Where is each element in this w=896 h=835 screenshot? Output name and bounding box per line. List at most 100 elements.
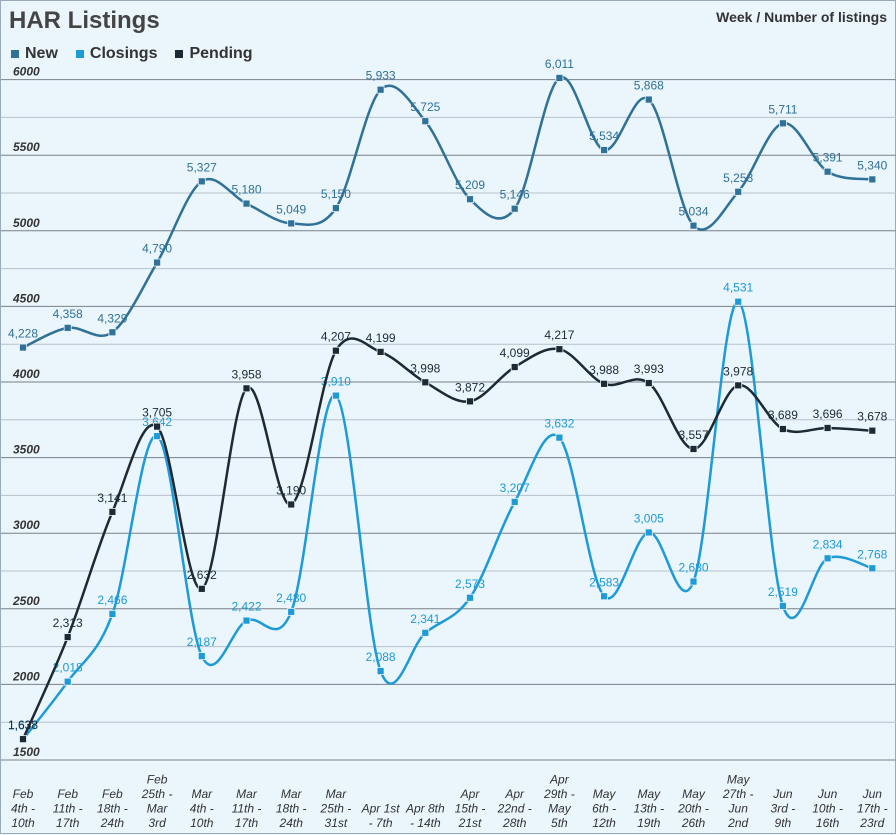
x-tick-label: 25th - — [141, 787, 173, 801]
data-point-pending — [376, 348, 385, 356]
data-label-closings: 2,519 — [768, 585, 798, 599]
data-label-new: 5,933 — [366, 69, 396, 83]
data-point-pending — [868, 426, 877, 435]
x-tick-label: Jun — [728, 802, 749, 816]
data-label-closings: 3,910 — [321, 375, 351, 389]
x-tick-label: May — [593, 787, 617, 801]
x-tick-label: Feb — [102, 787, 123, 801]
data-point-new — [600, 146, 608, 154]
y-tick-label: 5000 — [13, 216, 40, 230]
data-point-new — [287, 219, 296, 228]
x-tick-label: 22nd - — [497, 802, 532, 816]
x-tick-label: Mar — [236, 787, 258, 801]
y-tick-label: 5500 — [13, 140, 40, 154]
data-point-new — [466, 195, 474, 204]
data-label-pending: 3,872 — [455, 380, 485, 394]
data-point-new — [242, 199, 251, 208]
x-tick-label: 17th - — [857, 802, 888, 816]
data-label-new: 5,034 — [678, 205, 708, 219]
x-tick-label: 18th - — [276, 802, 307, 816]
data-label-pending: 3,988 — [589, 363, 619, 377]
legend-item-closings[interactable]: Closings — [75, 45, 158, 63]
data-point-pending — [242, 384, 251, 393]
x-tick-label: May — [727, 773, 751, 787]
data-label-new: 4,228 — [8, 327, 38, 341]
data-point-closings — [376, 667, 385, 675]
data-label-pending: 3,557 — [678, 428, 708, 442]
data-label-pending: 3,689 — [768, 408, 798, 422]
x-tick-label: 25th - — [320, 802, 352, 816]
data-point-new — [421, 117, 430, 126]
x-tick-label: Apr — [504, 787, 525, 801]
data-label-new: 5,534 — [589, 129, 619, 143]
data-label-new: 5,327 — [187, 160, 217, 174]
legend-label-new: New — [25, 45, 58, 62]
data-label-closings: 2,341 — [410, 612, 440, 626]
x-tick-label: 10th — [11, 816, 35, 830]
data-label-pending: 2,632 — [187, 568, 217, 582]
x-tick-label: 12th — [592, 816, 616, 830]
data-label-new: 5,340 — [857, 158, 887, 172]
data-label-closings: 2,187 — [187, 635, 217, 649]
y-tick-label: 6000 — [13, 65, 40, 79]
data-label-new: 5,146 — [500, 188, 530, 202]
data-label-new: 4,358 — [53, 307, 83, 321]
x-tick-label: Jun — [862, 787, 883, 801]
data-label-pending: 3,678 — [857, 410, 887, 424]
data-point-closings — [779, 602, 787, 610]
data-label-closings: 3,632 — [544, 417, 574, 431]
data-point-new — [153, 258, 162, 267]
data-label-pending: 3,705 — [142, 406, 172, 420]
x-tick-label: 18th - — [97, 802, 128, 816]
data-label-closings: 2,834 — [813, 537, 843, 551]
x-tick-label: Feb — [57, 787, 78, 801]
x-tick-label: 29th - — [543, 787, 575, 801]
data-point-pending — [779, 425, 787, 433]
data-point-pending — [197, 584, 206, 593]
data-label-pending: 3,993 — [634, 362, 664, 376]
x-tick-label: Feb — [147, 773, 168, 787]
chart-title: HAR Listings — [9, 7, 160, 34]
data-point-pending — [108, 507, 117, 516]
y-tick-label: 2000 — [12, 669, 40, 683]
x-tick-label: Mar — [191, 787, 213, 801]
data-label-pending: 3,190 — [276, 483, 306, 497]
data-label-closings: 3,207 — [500, 481, 530, 495]
x-tick-label: May — [682, 787, 706, 801]
x-tick-label: 23rd — [859, 816, 884, 830]
data-label-closings: 2,088 — [366, 650, 396, 664]
legend-label-closings: Closings — [89, 45, 158, 62]
data-point-closings — [242, 616, 251, 625]
data-point-new — [644, 95, 653, 104]
data-point-pending — [287, 500, 296, 509]
x-tick-label: 10th — [190, 816, 214, 830]
data-point-closings — [734, 297, 743, 306]
data-point-closings — [644, 528, 653, 537]
legend-item-pending[interactable]: Pending — [175, 45, 253, 63]
data-label-pending: 4,199 — [366, 331, 396, 345]
x-tick-label: 4th - — [190, 802, 214, 816]
data-label-pending: 2,313 — [53, 616, 83, 630]
data-point-pending — [510, 363, 519, 371]
x-tick-label: Feb — [13, 787, 34, 801]
data-label-new: 6,011 — [545, 57, 574, 71]
data-point-closings — [510, 498, 519, 506]
data-label-pending: 4,099 — [500, 346, 530, 360]
legend-item-new[interactable]: New — [11, 45, 58, 63]
x-tick-label: 16th — [816, 816, 840, 830]
x-tick-label: 15th - — [455, 802, 486, 816]
data-label-closings: 2,573 — [455, 577, 485, 591]
y-tick-label: 2500 — [12, 594, 40, 608]
x-tick-label: Jun — [772, 787, 793, 801]
x-tick-label: Apr 8th — [405, 802, 445, 816]
legend-swatch-new — [11, 50, 19, 58]
x-tick-label: 9th — [775, 816, 792, 830]
data-label-closings: 2,422 — [231, 600, 261, 614]
data-label-pending: 3,978 — [723, 364, 753, 378]
data-label-pending: 4,217 — [544, 328, 574, 342]
data-point-pending — [331, 346, 340, 355]
data-label-new: 5,725 — [410, 100, 440, 114]
data-point-pending — [734, 381, 743, 390]
y-tick-label: 3000 — [13, 518, 40, 532]
